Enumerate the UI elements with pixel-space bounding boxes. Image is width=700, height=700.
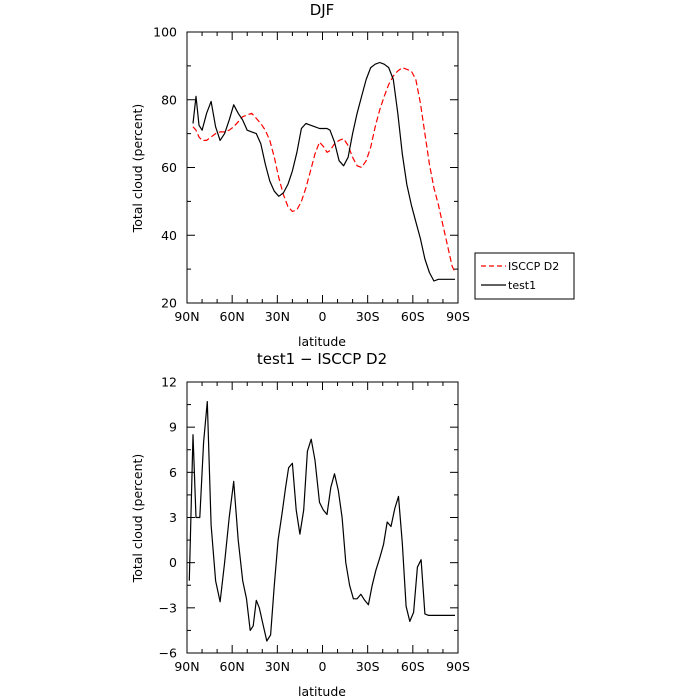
x-tick-label: 90N [174,309,199,324]
top-plot-area: 90N 60N 30N 0 30S 60S 90S 20 40 60 80 100 [153,25,470,325]
top-series-line-isccp-d2 [192,66,456,273]
bottom-plot-frame [186,381,459,654]
top-series-line-test1 [192,61,455,282]
x-tick-label: 60S [401,659,425,674]
bottom-plot-area: 90N 60N 30N 0 30S 60S 90S −6 −3 0 3 6 9 12 [159,375,470,675]
x-tick-label: 30N [265,659,290,674]
y-tick-label: 100 [153,25,177,40]
y-tick-label: 9 [169,420,177,435]
bottom-panel: test1 − ISCCP D2 90N 60N 30N 0 30S 60S 90S −6 −3… [130,350,470,699]
bottom-y-axis-label: Total cloud (percent) [130,454,145,584]
x-tick-label: 0 [319,309,327,324]
x-tick-label: 0 [319,659,327,674]
x-tick-label: 90N [174,659,199,674]
y-tick-label: 20 [161,296,177,311]
legend: ISCCP D2 test1 [474,252,575,300]
bottom-x-axis-label: latitude [298,684,346,699]
top-y-axis-label: Total cloud (percent) [130,104,145,234]
y-tick-label: −6 [159,646,177,661]
top-panel: DJF 90N 60N 30N 0 30S 60S 90S 20 40 60 80 100 latit… [130,1,575,349]
x-tick-label: 60N [220,309,245,324]
legend-box [474,252,575,300]
y-tick-label: 60 [161,160,177,175]
y-tick-label: 0 [169,555,177,570]
y-tick-label: −3 [159,600,177,615]
legend-label-isccp: ISCCP D2 [508,260,559,273]
x-tick-label: 90S [446,309,470,324]
y-tick-label: 80 [161,92,177,107]
x-tick-label: 60N [220,659,245,674]
top-title: DJF [310,1,335,19]
y-tick-label: 6 [169,465,177,480]
x-tick-label: 90S [446,659,470,674]
top-ticks: 90N 60N 30N 0 30S 60S 90S 20 40 60 80 100 [153,25,470,325]
legend-label-test1: test1 [508,279,536,292]
bottom-title: test1 − ISCCP D2 [257,350,387,368]
y-tick-label: 12 [161,375,177,390]
x-tick-label: 60S [401,309,425,324]
top-x-axis-label: latitude [298,334,346,349]
top-plot-frame [186,31,459,304]
y-tick-label: 40 [161,228,177,243]
x-tick-label: 30N [265,309,290,324]
y-tick-label: 3 [169,510,177,525]
x-tick-label: 30S [356,309,380,324]
x-tick-label: 30S [356,659,380,674]
bottom-series-line-0 [188,401,455,642]
